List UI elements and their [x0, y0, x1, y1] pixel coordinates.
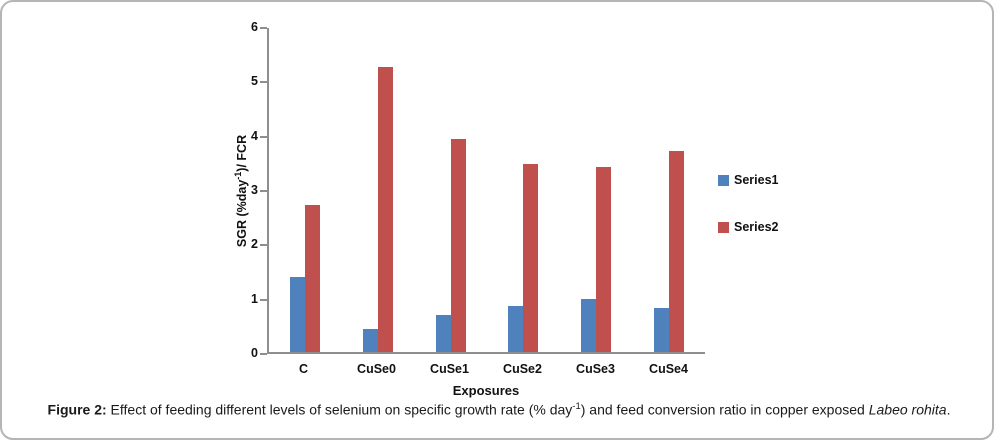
chart-legend: Series1 Series2: [718, 173, 778, 234]
bar-series2-cuse4: [668, 150, 684, 352]
y-tick-mark-5: [260, 81, 267, 84]
bar-series1-cuse3: [581, 298, 597, 352]
bar-series1-cuse4: [653, 308, 669, 352]
bar-series1-c: [290, 276, 306, 352]
y-tick-label-0: 0: [251, 346, 258, 360]
bar-series1-cuse2: [508, 305, 524, 352]
x-category-label-cuse3: CuSe3: [576, 362, 615, 376]
figure-caption-text3: .: [946, 401, 951, 418]
x-axis-category-labels: C CuSe0 CuSe1 CuSe2 CuSe3 CuSe4: [267, 362, 705, 376]
figure-caption-text2: ) and feed conversion ratio in copper ex…: [580, 401, 869, 418]
x-category-label-c: C: [298, 362, 309, 376]
y-tick-mark-4: [260, 135, 267, 138]
bar-series1-cuse1: [435, 314, 451, 352]
y-tick-label-1: 1: [251, 291, 258, 306]
bar-group-CuSe4: [632, 28, 705, 352]
figure-caption-text1: Effect of feeding different levels of se…: [106, 401, 573, 418]
bar-series2-c: [305, 204, 321, 352]
bar-series1-cuse0: [363, 328, 378, 352]
bar-group-CuSe0: [342, 28, 415, 352]
legend-item-series2: Series2: [718, 220, 778, 234]
x-category-label-cuse2: CuSe2: [503, 362, 542, 376]
legend-label-series1: Series1: [734, 173, 779, 187]
x-category-label-cuse0: CuSe0: [357, 362, 396, 376]
legend-item-series1: Series1: [718, 173, 778, 187]
bar-group-C: [269, 28, 342, 352]
bar-group-CuSe1: [414, 28, 487, 352]
plot-area: [267, 28, 705, 354]
x-axis-title: Exposures: [452, 383, 520, 398]
bar-series2-cuse2: [523, 163, 539, 352]
y-tick-mark-0: [260, 353, 267, 355]
y-tick-label-2: 2: [251, 237, 258, 252]
bar-group-CuSe2: [487, 28, 560, 352]
y-tick-mark-2: [260, 244, 267, 247]
figure-caption: Figure 2: Effect of feeding different le…: [2, 401, 992, 418]
figure-caption-label: Figure 2:: [47, 401, 107, 418]
legend-label-series2: Series2: [734, 220, 779, 234]
bar-series2-cuse1: [450, 139, 466, 352]
y-tick-label-4: 4: [251, 128, 258, 143]
y-axis-title-superscript: -1: [232, 171, 243, 180]
y-tick-label-3: 3: [251, 183, 258, 197]
legend-swatch-icon: [718, 174, 729, 186]
x-category-label-cuse4: CuSe4: [649, 362, 688, 376]
x-category-label-cuse1: CuSe1: [430, 362, 469, 376]
y-tick-label-6: 6: [251, 20, 258, 34]
figure-caption-species: Labeo rohita: [868, 401, 947, 418]
y-tick-mark-3: [260, 190, 267, 192]
bar-series2-cuse3: [596, 167, 612, 352]
y-tick-label-5: 5: [251, 74, 258, 89]
legend-swatch-icon: [718, 221, 729, 233]
bar-series2-cuse0: [378, 66, 393, 352]
y-tick-mark-1: [260, 298, 267, 301]
bar-group-CuSe3: [560, 28, 633, 352]
figure-caption-superscript: -1: [572, 401, 581, 412]
y-tick-mark-6: [260, 27, 267, 29]
